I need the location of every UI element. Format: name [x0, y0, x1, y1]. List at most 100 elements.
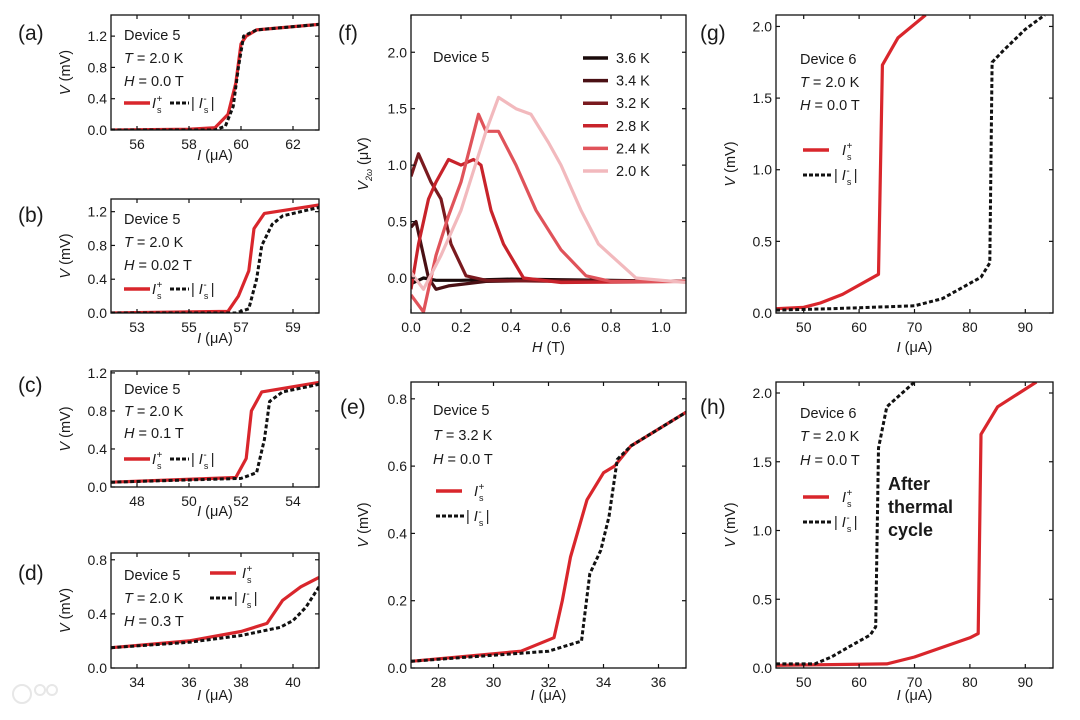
y-tick-label: 2.0 — [753, 385, 773, 401]
x-tick-label: 53 — [129, 319, 145, 335]
legend-sub: s — [247, 600, 252, 610]
x-axis-unit: (μA) — [535, 688, 567, 704]
annotation-text: = 2.0 K — [133, 404, 184, 420]
y-tick-label: 0.4 — [388, 525, 408, 541]
series-group — [411, 95, 686, 313]
x-tick-label: 0.4 — [501, 319, 521, 335]
legend-label: | Is- | — [834, 166, 857, 187]
series-line--is- — [111, 205, 319, 313]
series-line-is- — [776, 382, 1038, 667]
y-axis-unit: (mV) — [58, 588, 74, 623]
panel-label: (f) — [338, 22, 358, 45]
legend-sub: s — [157, 105, 162, 115]
legend-sub: s — [479, 493, 484, 503]
legend-symbol: I — [842, 168, 846, 184]
legend-sup: + — [479, 482, 485, 493]
y-axis-var: V — [356, 180, 372, 191]
x-axis-var: I — [197, 688, 201, 704]
y-axis-label: V (mV) — [58, 588, 74, 633]
legend-label: 3.4 K — [616, 74, 650, 90]
annotation-var: T — [124, 235, 134, 251]
annotation-text: = 0.0 T — [134, 74, 183, 90]
thermal-cycle-note: thermal — [888, 497, 953, 517]
legend-prefix: | — [191, 452, 199, 468]
annotation-var: H — [124, 74, 135, 90]
annotation-text: = 0.0 T — [443, 452, 492, 468]
series-line-is- — [111, 575, 319, 650]
legend-prefix: | — [234, 591, 242, 607]
series-line--is- — [411, 411, 686, 663]
y-axis-var: V — [58, 441, 74, 452]
x-axis-var: I — [197, 148, 201, 164]
annotation-line: T = 2.0 K — [124, 591, 184, 607]
x-tick-label: 56 — [129, 136, 145, 152]
annotation-line: H = 0.0 T — [800, 453, 860, 469]
legend-sub: s — [247, 575, 252, 585]
annotation-line: Device 5 — [124, 212, 180, 228]
x-tick-label: 60 — [851, 319, 867, 335]
y-tick-label: 0.4 — [88, 606, 108, 622]
series-group — [111, 575, 319, 650]
y-axis-var: V — [356, 537, 372, 548]
x-axis-label: H (T) — [532, 340, 565, 356]
y-tick-label: 0.0 — [88, 122, 108, 138]
x-tick-label: 52 — [233, 493, 249, 509]
legend-symbol: I — [152, 452, 156, 468]
y-tick-label: 2.0 — [388, 44, 408, 60]
legend-label: 2.4 K — [616, 141, 650, 157]
x-tick-label: 90 — [1018, 674, 1034, 690]
legend-symbol: I — [152, 96, 156, 112]
legend-suffix: | — [850, 515, 858, 531]
annotation-line: Device 5 — [124, 28, 180, 44]
y-tick-label: 1.5 — [753, 454, 773, 470]
panel-label: (g) — [700, 22, 726, 45]
legend-prefix: | — [834, 515, 842, 531]
annotation-line: T = 2.0 K — [800, 429, 860, 445]
plot-frame — [110, 198, 320, 314]
annotation-text: = 0.0 T — [810, 98, 859, 114]
y-tick-label: 0.5 — [753, 233, 773, 249]
y-axis-unit: (mV) — [58, 233, 74, 268]
x-tick-label: 28 — [431, 674, 447, 690]
x-tick-label: 80 — [962, 319, 978, 335]
plot-frame — [110, 552, 320, 669]
panel-d: (d) 34 36 38 40 0.0 0.4 0.8 I (μA) V (mV) Device 5… — [18, 552, 320, 704]
y-axis-var: V — [723, 537, 739, 548]
legend-label: 2.0 K — [616, 164, 650, 180]
annotation-line: T = 2.0 K — [124, 51, 184, 67]
legend-label: Is+ — [152, 280, 163, 301]
annotation-line: H = 0.0 T — [800, 98, 860, 114]
annotation-line: H = 0.1 T — [124, 426, 184, 442]
annotation-var: T — [800, 75, 810, 91]
y-tick-label: 1.2 — [88, 204, 108, 220]
y-tick-label: 0.5 — [753, 591, 773, 607]
y-tick-label: 0.5 — [388, 214, 408, 230]
annotation-text: Device 5 — [124, 212, 180, 228]
annotation-line: H = 0.0 T — [124, 74, 184, 90]
legend-suffix: | — [207, 282, 215, 298]
legend-label: | Is- | — [834, 513, 857, 534]
series-group — [111, 380, 319, 484]
panel-label: (b) — [18, 204, 44, 227]
x-tick-label: 60 — [233, 136, 249, 152]
y-axis-label: V (mV) — [58, 50, 74, 95]
plot-frame — [410, 14, 687, 314]
series-line-is- — [411, 410, 686, 663]
x-tick-label: 48 — [129, 493, 145, 509]
x-tick-label: 34 — [129, 674, 145, 690]
y-axis-unit: (μV) — [356, 137, 372, 169]
panel-g: (g) 50 60 70 80 90 0.0 0.5 1.0 1.5 2.0 I (μA) V (mV)… — [700, 14, 1054, 356]
x-tick-label: 70 — [907, 674, 923, 690]
legend-sup: - — [203, 94, 206, 105]
legend-prefix: | — [834, 168, 842, 184]
legend-suffix: | — [850, 168, 858, 184]
panel-f: (f) 0.0 0.2 0.4 0.6 0.8 1.0 0.0 0.5 1.0 1.5 2.0 H (T… — [338, 14, 687, 356]
legend-label: Is+ — [474, 482, 485, 503]
legend-symbol: I — [842, 490, 846, 506]
plot-frame — [110, 370, 320, 488]
legend-label: 3.6 K — [616, 51, 650, 67]
x-axis-label: I (μA) — [897, 340, 933, 356]
y-tick-label: 0.4 — [88, 91, 108, 107]
y-tick-label: 0.2 — [388, 593, 408, 609]
y-tick-label: 0.8 — [388, 391, 408, 407]
